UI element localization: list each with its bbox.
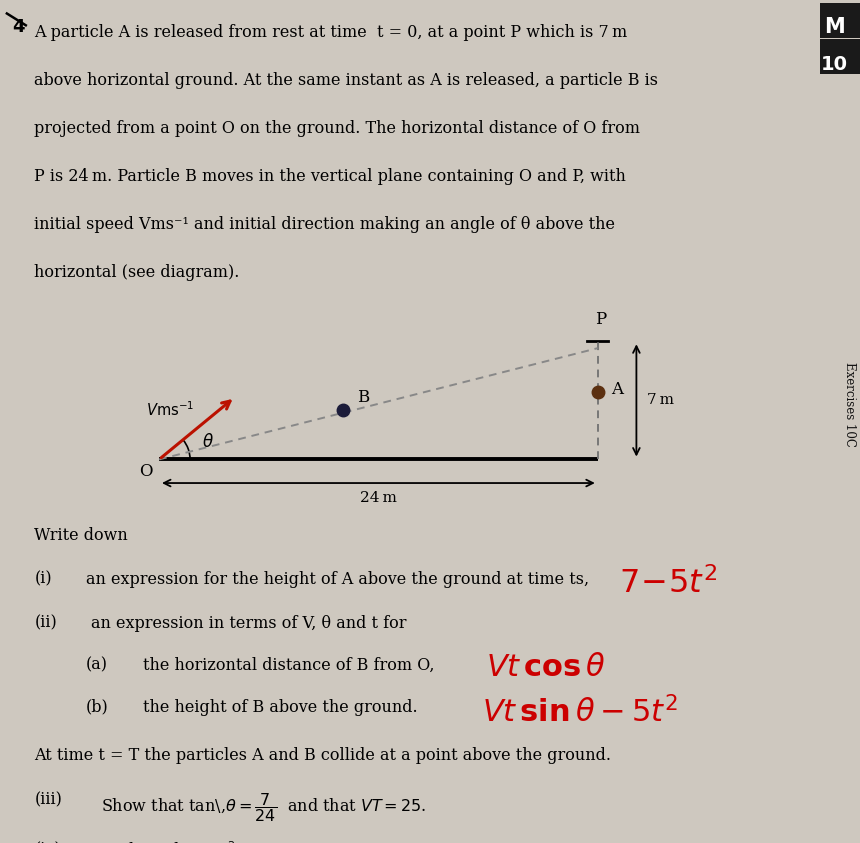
Text: A: A xyxy=(611,381,623,398)
Text: the horizontal distance of B from O,: the horizontal distance of B from O, xyxy=(143,657,434,674)
Text: projected from a point O on the ground. The horizontal distance of O from: projected from a point O on the ground. … xyxy=(34,120,641,137)
Text: M: M xyxy=(824,17,845,37)
FancyBboxPatch shape xyxy=(820,39,860,74)
Text: Deduce that $7V^2 > 3125$.: Deduce that $7V^2 > 3125$. xyxy=(101,841,302,843)
Text: $\mathit{V}$ms$^{-1}$: $\mathit{V}$ms$^{-1}$ xyxy=(146,400,194,419)
Text: P is 24 m. Particle B moves in the vertical plane containing O and P, with: P is 24 m. Particle B moves in the verti… xyxy=(34,168,626,185)
Text: 10: 10 xyxy=(820,55,848,74)
Text: Show that tan\,$\theta = \dfrac{7}{24}$  and that $VT = 25$.: Show that tan\,$\theta = \dfrac{7}{24}$ … xyxy=(101,791,427,824)
Text: $\mathit{Vt}\,\mathbf{cos}\,\mathit{\theta}$: $\mathit{Vt}\,\mathbf{cos}\,\mathit{\the… xyxy=(486,653,606,682)
Text: initial speed Vms⁻¹ and initial direction making an angle of θ above the: initial speed Vms⁻¹ and initial directio… xyxy=(34,216,616,233)
Text: an expression in terms of V, θ and t for: an expression in terms of V, θ and t for xyxy=(91,615,407,631)
Text: B: B xyxy=(357,389,369,406)
Text: $\theta$: $\theta$ xyxy=(202,433,214,451)
Text: the height of B above the ground.: the height of B above the ground. xyxy=(143,699,417,716)
Text: 4: 4 xyxy=(13,18,25,35)
Text: an expression for the height of A above the ground at time ts,: an expression for the height of A above … xyxy=(86,571,589,588)
Text: Exercises 10C: Exercises 10C xyxy=(843,362,856,447)
Text: 7 m: 7 m xyxy=(647,394,673,407)
Text: (a): (a) xyxy=(86,657,108,674)
FancyBboxPatch shape xyxy=(820,3,860,38)
Text: (ii): (ii) xyxy=(34,615,57,631)
Text: 24 m: 24 m xyxy=(360,491,396,506)
Text: (b): (b) xyxy=(86,699,108,716)
Text: horizontal (see diagram).: horizontal (see diagram). xyxy=(34,264,240,281)
Text: (i): (i) xyxy=(34,571,52,588)
Text: O: O xyxy=(138,463,152,480)
Text: $\mathit{Vt}\,\mathbf{sin}\,\mathit{\theta}-5t^2$: $\mathit{Vt}\,\mathbf{sin}\,\mathit{\the… xyxy=(482,695,678,728)
Text: Write down: Write down xyxy=(34,527,128,544)
Text: At time t = T the particles A and B collide at a point above the ground.: At time t = T the particles A and B coll… xyxy=(34,747,611,764)
Text: $7\!-\!5t^2$: $7\!-\!5t^2$ xyxy=(619,567,717,600)
Text: A particle A is released from rest at time  t = 0, at a point P which is 7 m: A particle A is released from rest at ti… xyxy=(34,24,628,40)
Text: P: P xyxy=(595,311,607,328)
Text: (iii): (iii) xyxy=(34,791,62,808)
Text: (iv): (iv) xyxy=(34,841,61,843)
Text: above horizontal ground. At the same instant as A is released, a particle B is: above horizontal ground. At the same ins… xyxy=(34,72,659,89)
